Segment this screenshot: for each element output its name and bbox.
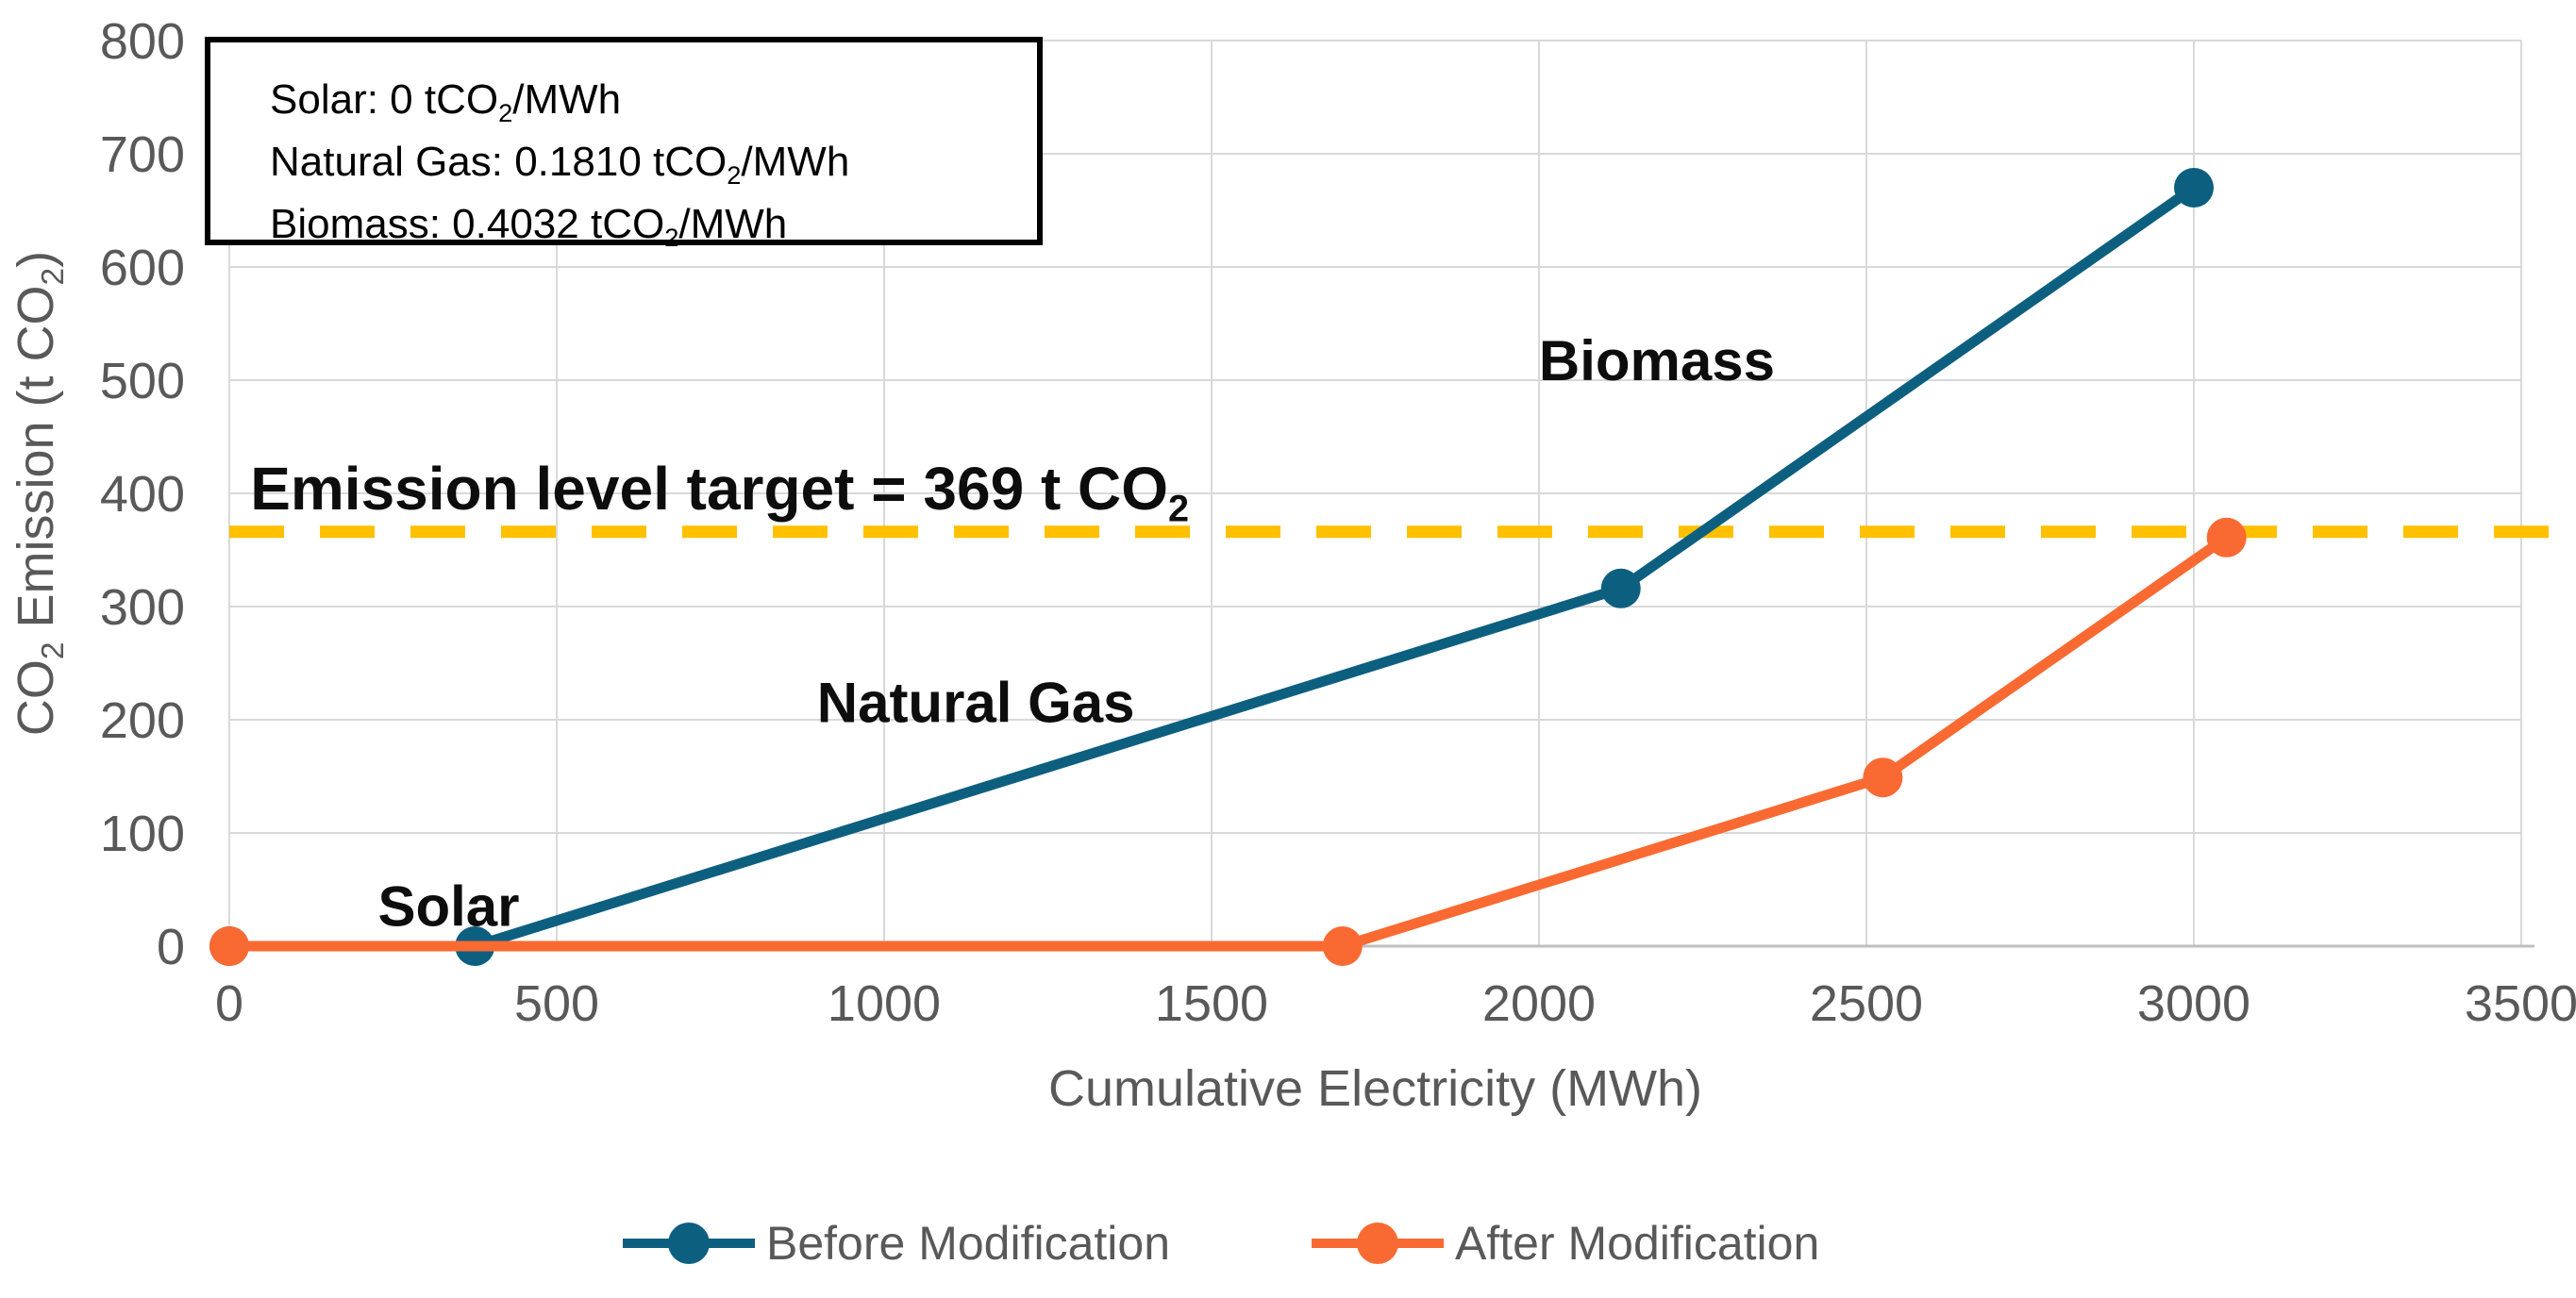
emission-factor-line: Biomass: 0.4032 tCO2/MWh [270,201,787,252]
after-modification-line [224,532,2233,952]
y-tick-label: 200 [100,692,185,749]
x-axis-title: Cumulative Electricity (MWh) [1048,1060,1702,1117]
y-tick-label: 100 [100,806,185,862]
y-tick-label: 400 [100,466,185,523]
after-modification-point [209,926,249,966]
legend-marker-point [668,1223,710,1264]
before-modification-point [1600,568,1641,608]
x-tick-label: 1500 [1155,975,1268,1032]
x-tick-label: 3000 [2137,975,2250,1032]
after-modification-point [1863,757,1903,798]
y-tick-label: 500 [100,353,185,409]
target-line-label: Emission level target = 369 t CO2 [250,455,1189,530]
y-tick-label: 0 [157,919,185,975]
emission-factors-box [205,37,1043,245]
segment-label-solar: Solar [377,874,519,938]
x-tick-label: 0 [215,975,243,1032]
segment-label-natural-gas: Natural Gas [817,671,1135,734]
x-tick-label: 2000 [1482,975,1596,1032]
x-tick-label: 2500 [1810,975,1923,1032]
legend-label-after-modification: After Modification [1455,1217,1819,1270]
y-tick-label: 300 [100,579,185,636]
legend-marker-point [1357,1223,1398,1264]
y-axis-title: CO2 Emission (t CO2) [8,251,71,736]
after-modification-point [1322,926,1363,966]
y-tick-label: 700 [100,126,185,183]
y-tick-label: 600 [100,240,185,296]
emission-factor-line: Natural Gas: 0.1810 tCO2/MWh [270,139,849,190]
before-modification-point [2174,168,2214,208]
x-tick-label: 500 [514,975,599,1032]
emission-factor-line: Solar: 0 tCO2/MWh [270,76,621,127]
segment-label-biomass: Biomass [1539,329,1775,392]
y-tick-label: 800 [100,13,185,70]
after-modification-point [2206,517,2247,557]
x-tick-label: 3500 [2465,975,2576,1032]
x-tick-label: 1000 [828,975,941,1032]
legend-label-before-modification: Before Modification [766,1217,1170,1270]
